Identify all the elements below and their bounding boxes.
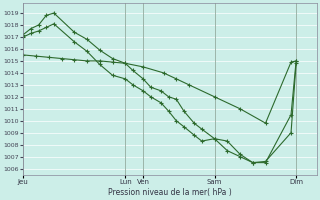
X-axis label: Pression niveau de la mer( hPa ): Pression niveau de la mer( hPa ) [108,188,232,197]
